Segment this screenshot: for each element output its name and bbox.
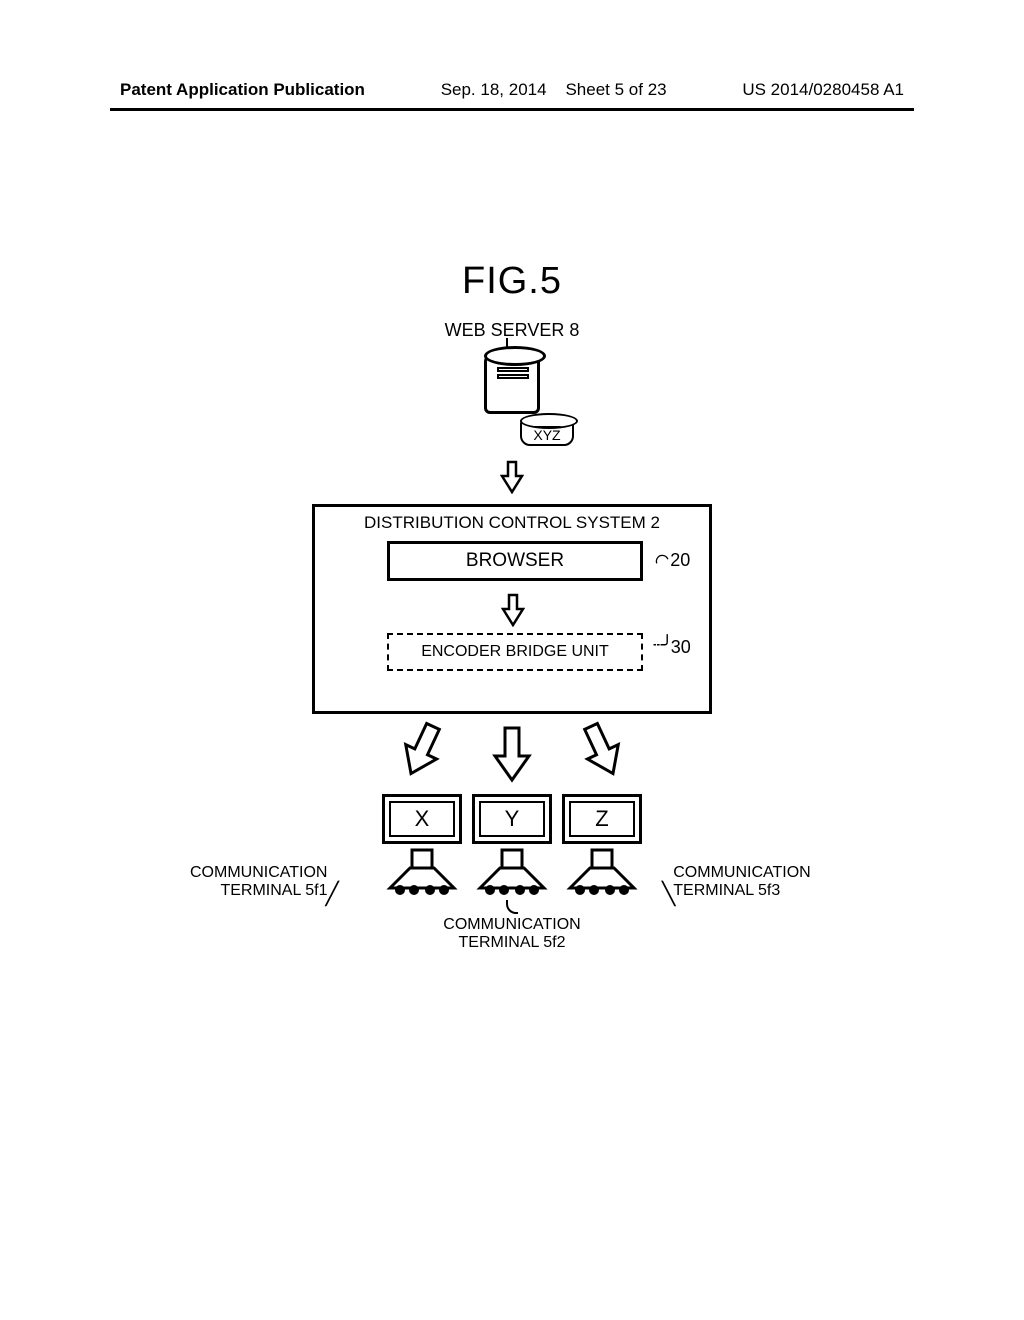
encoder-label: ENCODER BRIDGE UNIT bbox=[421, 643, 609, 661]
terminal-text: COMMUNICATION TERMINAL 5f1 bbox=[190, 864, 327, 901]
distribution-control-system-box: DISTRIBUTION CONTROL SYSTEM 2 BROWSER ⌒2… bbox=[312, 504, 712, 714]
browser-box: BROWSER bbox=[387, 541, 643, 581]
publication-label: Patent Application Publication bbox=[120, 80, 365, 100]
arrow-down-icon bbox=[501, 593, 525, 625]
arrow-down-icon bbox=[500, 460, 524, 492]
page-header: Patent Application Publication Sep. 18, … bbox=[0, 80, 1024, 100]
screen-y: Y bbox=[472, 794, 552, 844]
figure-title: FIG.5 bbox=[0, 260, 1024, 303]
terminal-label-5f1: COMMUNICATION TERMINAL 5f1╱ bbox=[190, 864, 341, 902]
projector-icon bbox=[562, 848, 642, 898]
encoder-ref-label: ┄╯30 bbox=[653, 637, 691, 658]
server-icon bbox=[484, 352, 540, 422]
arrow-down-left-icon bbox=[389, 714, 454, 787]
arrow-down-icon bbox=[490, 724, 534, 784]
figure-diagram: WEB SERVER 8 XYZ DISTRIBUTION CONTROL SY… bbox=[0, 320, 1024, 1020]
projector-icon bbox=[472, 848, 552, 898]
screen-letter: Z bbox=[569, 801, 635, 837]
terminal-text: COMMUNICATION TERMINAL 5f2 bbox=[443, 916, 580, 953]
screens-row: X Y Z bbox=[382, 794, 642, 844]
terminal-label-5f2: COMMUNICATION TERMINAL 5f2 bbox=[0, 916, 1024, 953]
publication-number: US 2014/0280458 A1 bbox=[742, 80, 904, 100]
browser-ref-label: ⌒20 bbox=[655, 547, 690, 572]
distribution-title: DISTRIBUTION CONTROL SYSTEM 2 bbox=[315, 513, 709, 533]
header-rule bbox=[110, 108, 914, 111]
page: Patent Application Publication Sep. 18, … bbox=[0, 0, 1024, 1320]
screen-letter: Y bbox=[479, 801, 545, 837]
terminal-label-5f3: ╱COMMUNICATION TERMINAL 5f3 bbox=[660, 864, 811, 902]
header-sheet: Sheet 5 of 23 bbox=[565, 80, 666, 99]
browser-label: BROWSER bbox=[466, 550, 564, 572]
projector-icon bbox=[382, 848, 462, 898]
projectors-row bbox=[382, 848, 642, 898]
arrow-down-right-icon bbox=[569, 714, 634, 787]
web-server-label: WEB SERVER 8 bbox=[0, 320, 1024, 341]
database-label: XYZ bbox=[522, 427, 572, 443]
terminal-mid-leader bbox=[506, 900, 518, 914]
database-icon: XYZ bbox=[520, 418, 574, 452]
terminal-text: COMMUNICATION TERMINAL 5f3 bbox=[673, 864, 810, 901]
screen-z: Z bbox=[562, 794, 642, 844]
screen-x: X bbox=[382, 794, 462, 844]
screen-letter: X bbox=[389, 801, 455, 837]
header-date-sheet: Sep. 18, 2014 Sheet 5 of 23 bbox=[365, 80, 742, 100]
encoder-bridge-box: ENCODER BRIDGE UNIT bbox=[387, 633, 643, 671]
header-date: Sep. 18, 2014 bbox=[441, 80, 547, 99]
